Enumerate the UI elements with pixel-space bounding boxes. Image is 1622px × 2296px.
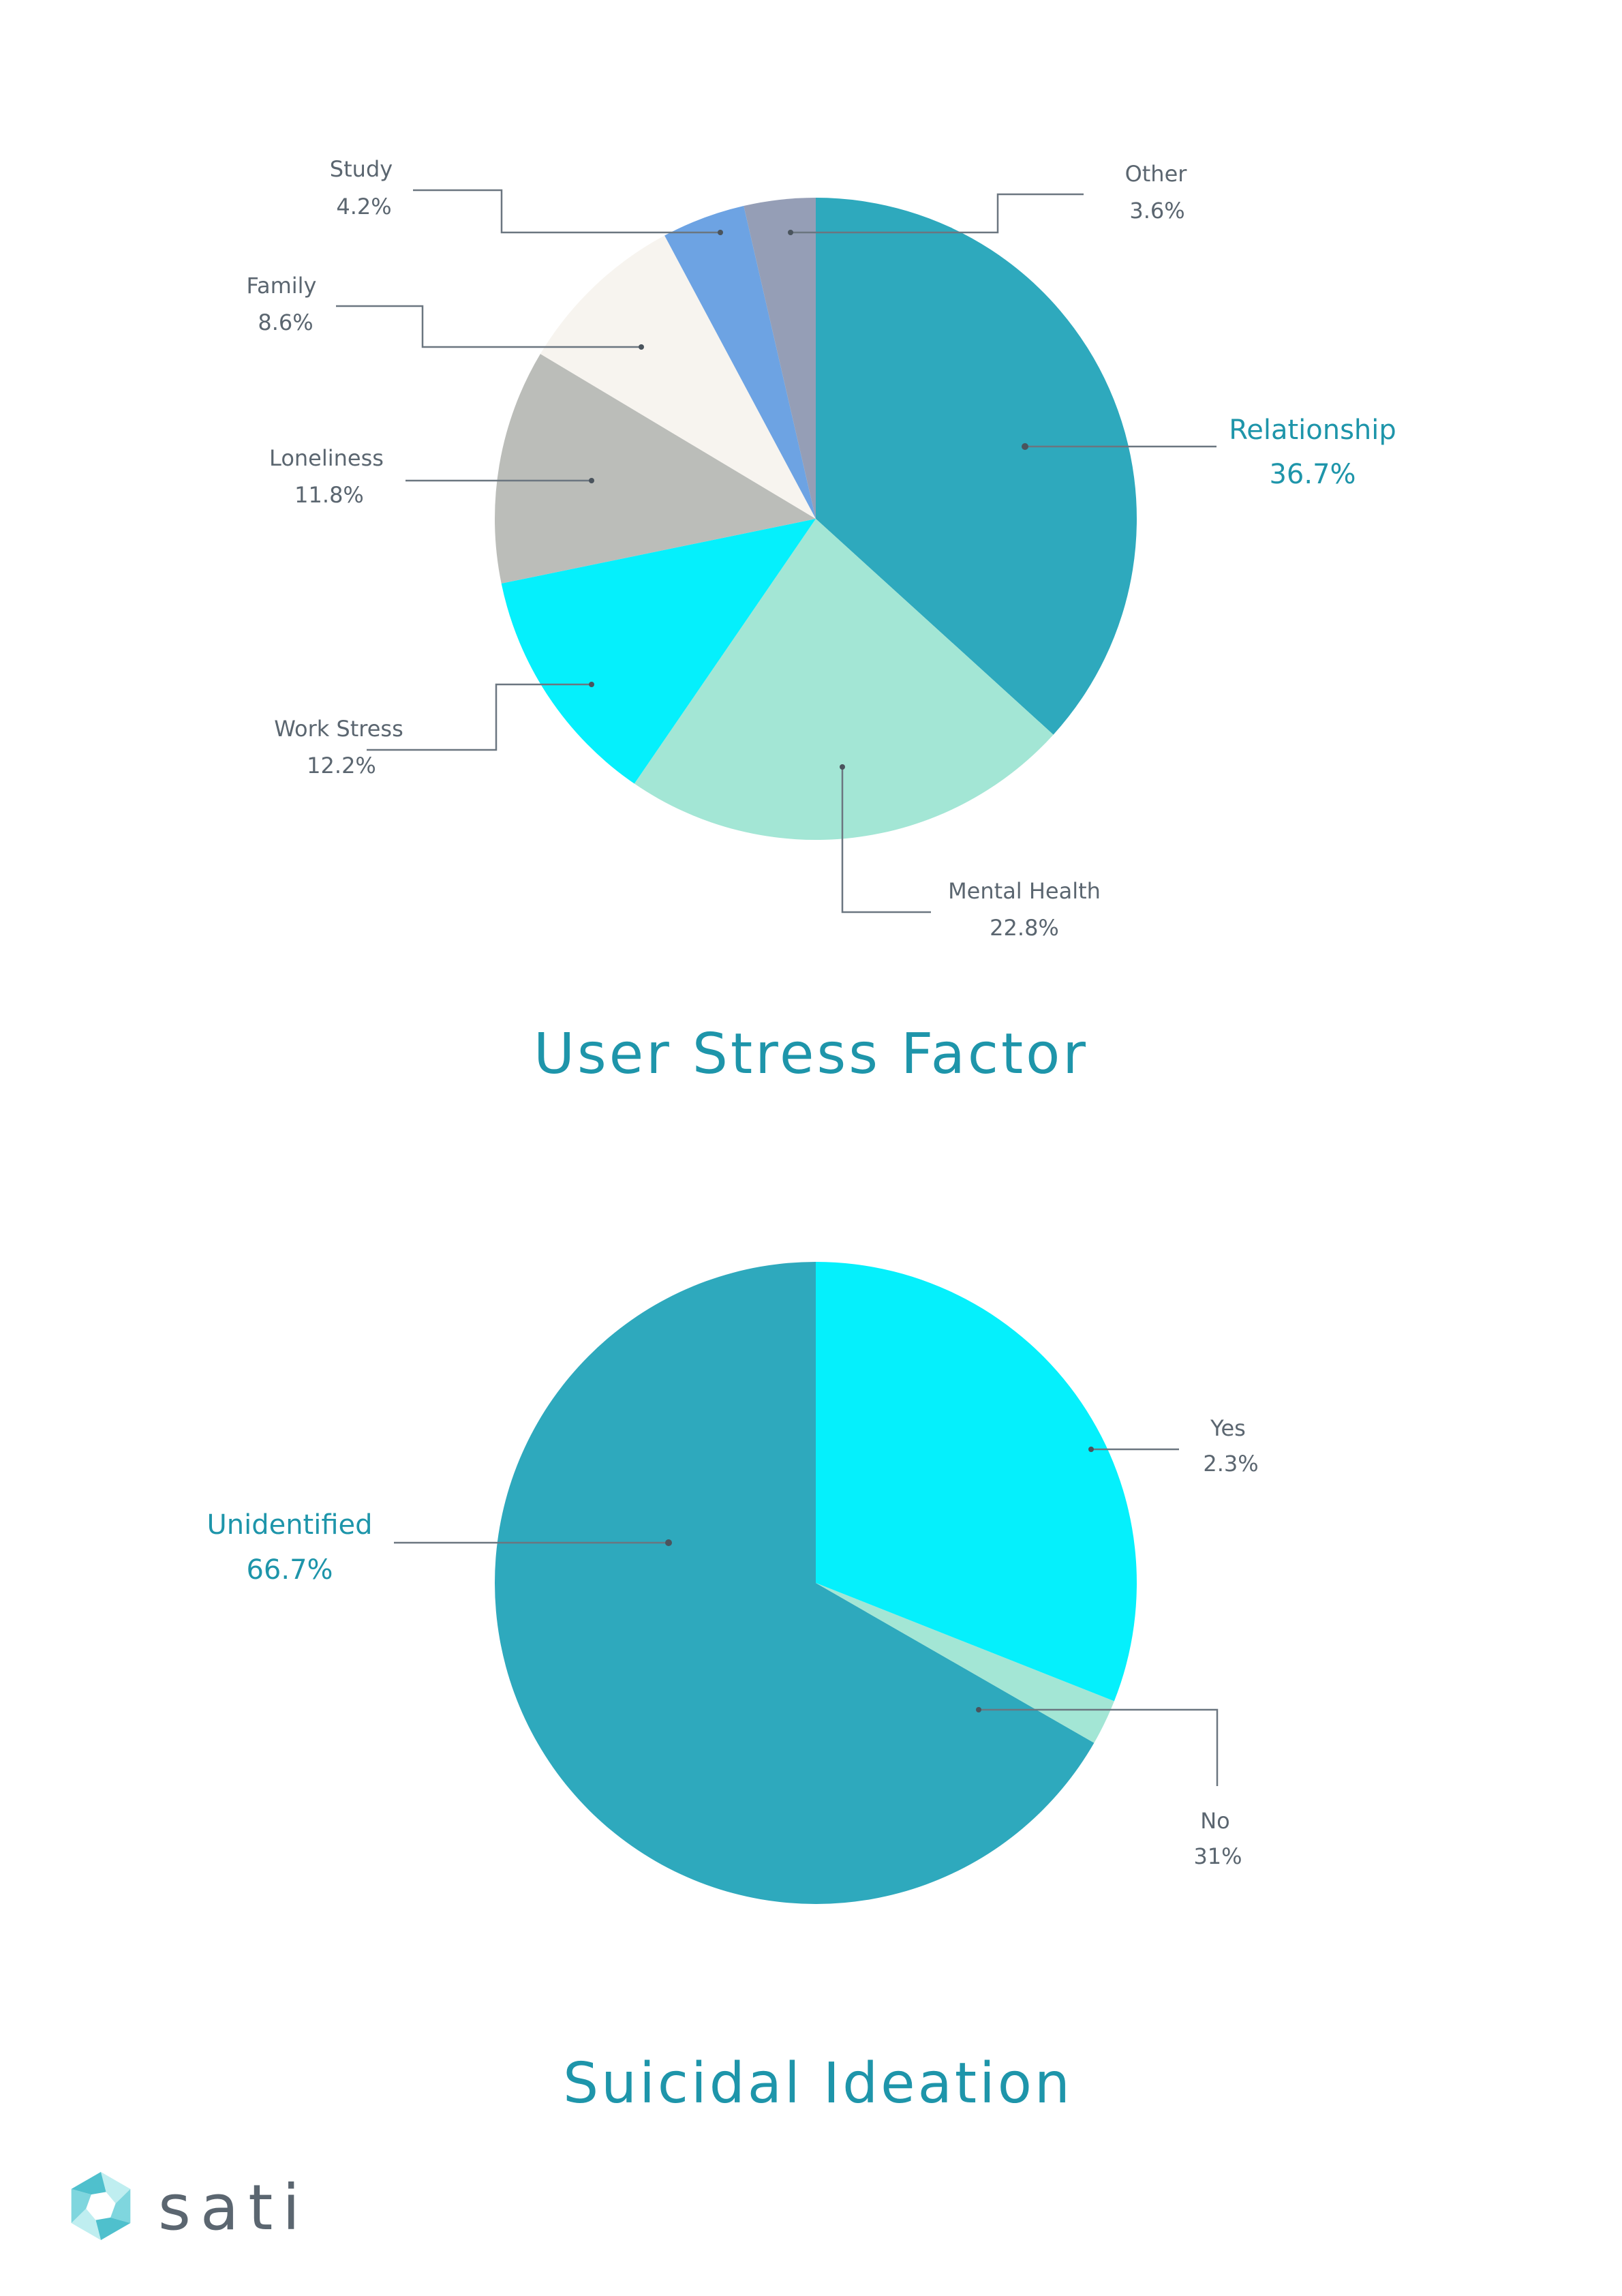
logo-segment [95, 2217, 131, 2240]
logo-segment [110, 2189, 131, 2223]
leader-line-no [979, 1708, 1219, 1786]
leader-dot-mental-health [840, 764, 845, 770]
slice-label-no: No [1200, 1808, 1230, 1834]
pie-slice-family [540, 235, 816, 519]
leader-line-work-stress [367, 683, 592, 751]
slice-value-mental-health: 22.8% [990, 915, 1059, 941]
slice-value-family: 8.6% [258, 309, 313, 335]
leader-line-study [413, 189, 720, 234]
leader-line-other [791, 193, 1084, 234]
slice-value-study: 4.2% [336, 194, 391, 220]
slice-value-no: 31% [1193, 1843, 1242, 1869]
suicidal-ideation-slices [495, 1262, 1137, 1904]
slice-value-unidentified: 66.7% [246, 1554, 333, 1586]
leader-dot-yes [1088, 1447, 1094, 1452]
leader-dot-work-stress [589, 682, 594, 687]
suicidal-ideation-chart: Unidentified 66.7% Yes 2.3% No 31% Suicidal I… [206, 1262, 1259, 2116]
stress-factor-leader-lines [336, 189, 1216, 913]
pie-slice-yes [816, 1583, 1114, 1743]
pie-slice-study [664, 206, 816, 519]
slice-label-loneliness: Loneliness [269, 445, 384, 471]
leader-dot-no [976, 1707, 981, 1712]
pie-slice-work-stress [501, 519, 816, 784]
pie-slice-no [816, 1262, 1137, 1702]
slice-value-loneliness: 11.8% [294, 482, 364, 508]
slice-value-work-stress: 12.2% [307, 753, 376, 779]
slice-label-unidentified: Unidentified [206, 1509, 372, 1541]
suicidal-ideation-labels: Unidentified 66.7% Yes 2.3% No 31% [206, 1415, 1258, 1869]
brand-name: sati [158, 2171, 309, 2244]
slice-label-family: Family [247, 273, 317, 299]
sati-logo-icon [71, 2172, 131, 2240]
stress-factor-slices [495, 198, 1137, 841]
leader-dot-family [639, 344, 644, 350]
leader-dot-relationship [1022, 443, 1028, 450]
pie-slice-unidentified [495, 1262, 1095, 1904]
pie-slice-relationship [816, 198, 1137, 735]
pie-slice-mental-health [634, 519, 1054, 841]
slice-label-work-stress: Work Stress [274, 716, 403, 742]
logo-segment [71, 2189, 91, 2223]
stress-factor-labels: Relationship 36.7% Mental Health 22.8% Work … [247, 156, 1396, 941]
leader-dot-loneliness [589, 478, 594, 483]
chart-title: Suicidal Ideation [563, 2051, 1073, 2116]
leader-line-family [336, 305, 641, 348]
leader-dot-other [788, 230, 793, 235]
slice-value-other: 3.6% [1129, 198, 1184, 224]
user-stress-factor-chart: Relationship 36.7% Mental Health 22.8% Work … [247, 156, 1396, 1087]
slice-label-relationship: Relationship [1229, 414, 1396, 446]
leader-line-mental-health [841, 767, 931, 913]
slice-value-yes: 2.3% [1203, 1451, 1258, 1477]
chart-title: User Stress Factor [534, 1022, 1088, 1087]
brand-logo: sati [71, 2171, 309, 2244]
suicidal-ideation-leader-lines [394, 1447, 1219, 1786]
slice-label-mental-health: Mental Health [948, 878, 1101, 904]
logo-segment [71, 2172, 106, 2195]
slice-value-relationship: 36.7% [1269, 459, 1356, 490]
pie-slice-loneliness [495, 354, 816, 584]
slice-label-other: Other [1125, 161, 1188, 187]
slice-label-study: Study [330, 156, 393, 182]
leader-dot-unidentified [665, 1539, 672, 1546]
pie-slice-other [744, 198, 816, 519]
slice-label-yes: Yes [1210, 1415, 1246, 1441]
logo-segment [101, 2172, 131, 2204]
logo-segment [71, 2208, 101, 2240]
leader-dot-study [718, 230, 723, 235]
